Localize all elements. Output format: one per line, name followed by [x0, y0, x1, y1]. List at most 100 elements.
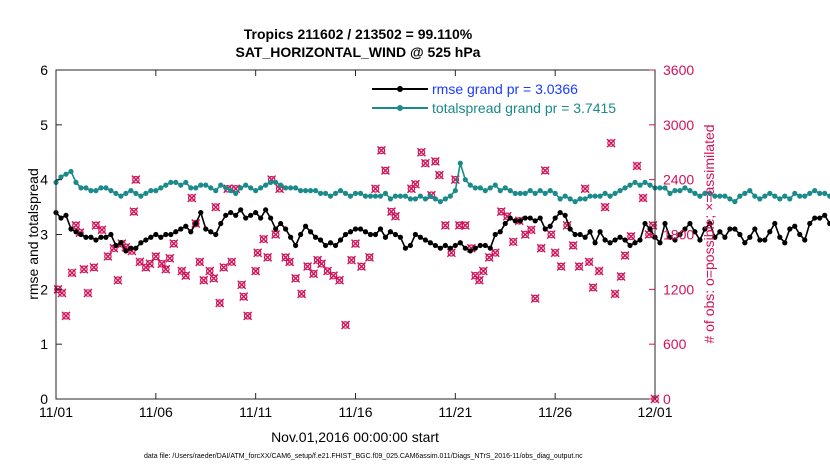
obs-assimilated-marker: [460, 220, 470, 230]
obs-possible-marker: [509, 238, 518, 246]
rmse-point: [502, 220, 508, 227]
rmse-point: [342, 231, 349, 238]
totalspread-point: [727, 196, 733, 202]
obs-possible-marker: [243, 312, 252, 320]
obs-assimilated-marker: [574, 261, 584, 271]
totalspread-point: [802, 193, 808, 199]
obs-assimilated-marker: [474, 275, 484, 285]
totalspread-point: [487, 185, 493, 191]
obs-assimilated-marker: [253, 248, 263, 258]
obs-possible-marker: [309, 269, 318, 278]
rmse-point: [412, 231, 418, 238]
obs-assimilated-marker: [364, 252, 374, 262]
totalspread-point: [312, 188, 319, 194]
totalspread-point: [812, 188, 818, 194]
rmse-point: [332, 242, 339, 249]
obs-possible-marker: [471, 271, 480, 280]
obs-assimilated-marker: [440, 220, 450, 230]
totalspread-point: [278, 182, 284, 188]
obs-assimilated-marker: [317, 259, 327, 269]
totalspread-point: [692, 190, 698, 196]
totalspread-point: [587, 193, 593, 199]
rmse-point: [432, 242, 438, 249]
totalspread-point: [273, 179, 279, 186]
obs-assimilated-marker: [263, 252, 273, 262]
rmse-point: [113, 242, 119, 249]
obs-possible-marker: [435, 171, 444, 179]
obs-possible-marker: [627, 232, 635, 241]
obs-possible-marker: [181, 271, 190, 280]
obs-possible-marker: [199, 276, 208, 284]
rmse-point: [827, 220, 830, 227]
obs-assimilated-marker: [195, 257, 205, 267]
obs-assimilated-marker: [303, 261, 313, 271]
rmse-point: [163, 231, 169, 238]
rmse-point: [602, 237, 608, 243]
obs-possible-marker: [569, 241, 577, 250]
totalspread-point: [577, 196, 583, 202]
rmse-point: [382, 234, 389, 240]
rmse-point: [223, 212, 229, 218]
totalspread-point: [762, 193, 768, 199]
obs-possible-marker: [259, 235, 268, 243]
totalspread-point: [447, 193, 453, 199]
obs-possible-marker: [633, 162, 641, 170]
rmse-point: [138, 240, 144, 246]
obs-assimilated-marker: [271, 230, 281, 239]
totalspread-point: [532, 190, 538, 196]
legend-rmse-label: rmse grand pr = 3.0366: [432, 81, 578, 97]
rmse-point: [352, 226, 359, 232]
totalspread-point: [238, 185, 244, 191]
x-tick-label: 12/01: [637, 404, 672, 420]
totalspread-point: [817, 190, 823, 196]
obs-assimilated-marker: [550, 248, 560, 258]
y2-tick-label: 3600: [663, 62, 694, 78]
totalspread-point: [417, 193, 423, 199]
obs-possible-marker: [371, 185, 380, 193]
obs-count-markers: [53, 83, 660, 404]
obs-assimilated-marker: [67, 268, 77, 278]
obs-possible-marker: [411, 180, 420, 189]
totalspread-point: [193, 185, 199, 191]
totalspread-point: [178, 182, 184, 188]
obs-possible-marker: [575, 262, 583, 271]
y2-axis-ticks: 0 600 1200 1800 2400 3000 3600: [649, 62, 694, 407]
y2-axis-label: # of obs: o=possible; ×=assimilated: [701, 124, 717, 343]
obs-assimilated-marker: [626, 231, 636, 241]
obs-possible-marker: [281, 253, 290, 262]
rmse-point: [822, 212, 828, 218]
obs-assimilated-marker: [329, 271, 339, 281]
totalspread-point: [327, 193, 334, 199]
totalspread-point: [208, 185, 214, 191]
obs-possible-marker: [431, 157, 440, 166]
rmse-point: [622, 237, 628, 243]
rmse-point: [128, 245, 134, 251]
obs-possible-marker: [557, 262, 565, 271]
obs-possible-marker: [421, 159, 430, 168]
legend: rmse grand pr = 3.0366 totalspread grand…: [365, 77, 651, 119]
obs-possible-marker: [621, 251, 629, 260]
obs-assimilated-marker: [478, 266, 488, 276]
obs-assimilated-marker: [620, 251, 630, 261]
totalspread-point: [223, 185, 229, 191]
y-tick-label: 6: [40, 62, 48, 78]
totalspread-point: [522, 190, 528, 196]
rmse-point: [492, 231, 498, 238]
rmse-point: [302, 223, 309, 229]
rmse-point: [657, 240, 663, 246]
rmse-point: [447, 245, 453, 251]
obs-possible-marker: [211, 203, 220, 211]
obs-assimilated-marker: [297, 289, 307, 299]
rmse-point: [702, 226, 708, 232]
obs-possible-marker: [263, 253, 272, 262]
obs-assimilated-marker: [285, 257, 295, 267]
x-tick-label: 11/11: [239, 404, 272, 420]
totalspread-point: [662, 185, 668, 191]
totalspread-point: [263, 182, 269, 188]
totalspread-point: [772, 193, 778, 199]
rmse-point: [517, 218, 523, 224]
obs-assimilated-marker: [259, 234, 269, 244]
obs-possible-marker: [417, 148, 426, 157]
totalspread-point: [737, 193, 743, 199]
rmse-point: [627, 242, 633, 249]
